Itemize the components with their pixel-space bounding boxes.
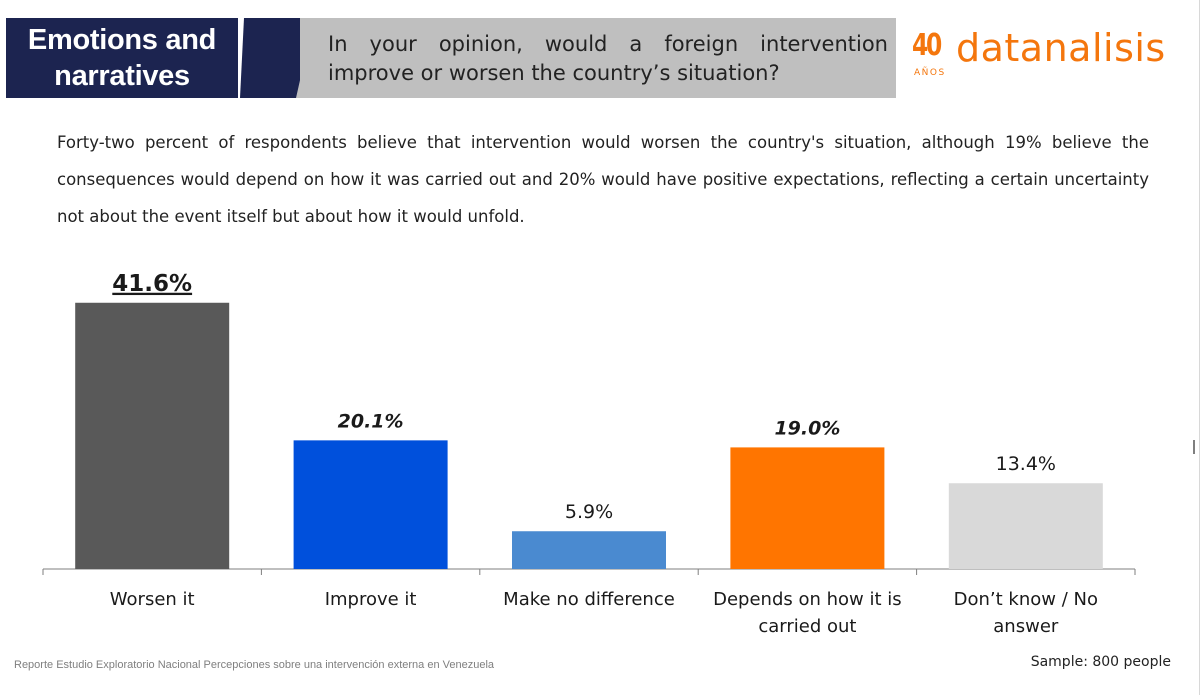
scroll-indicator [1193,440,1195,454]
data-label-1: 41.6% [112,271,192,297]
bar-3 [512,531,666,569]
section-title-line-1: Emotions and [27,24,217,56]
logo-wordmark: datanalisis [956,26,1166,70]
category-label-2: Improve it [325,589,417,610]
category-label-5: answer [993,616,1059,637]
question-text: In your opinion, would a foreign interve… [328,32,888,85]
data-label-5: 13.4% [996,453,1056,475]
category-label-4: Depends on how it is [713,589,902,610]
data-label-2: 20.1% [338,410,404,432]
sample-size: Sample: 800 people [1030,654,1171,670]
source-note: Reporte Estudio Exploratorio Nacional Pe… [14,659,495,671]
question-banner [300,18,896,98]
section-title: Emotions and narratives [6,18,238,98]
category-label-4: carried out [758,616,856,637]
data-label-4: 19.0% [774,417,840,439]
data-label-3: 5.9% [565,501,613,523]
bar-2 [293,440,448,569]
bar-4 [730,447,885,569]
category-label-5: Don’t know / No [954,589,1098,610]
logo-40: 40 [912,28,942,63]
category-label-3: Make no difference [503,589,675,610]
bar-1 [75,302,230,569]
section-title-line-2: narratives [54,60,190,92]
bar-5 [948,483,1103,569]
summary-paragraph: Forty-two percent of respondents believe… [57,133,1149,226]
category-label-1: Worsen it [110,589,195,610]
datanalisis-logo: 40 AÑOS datanalisis [910,26,1180,88]
logo-anos: AÑOS [914,68,946,78]
